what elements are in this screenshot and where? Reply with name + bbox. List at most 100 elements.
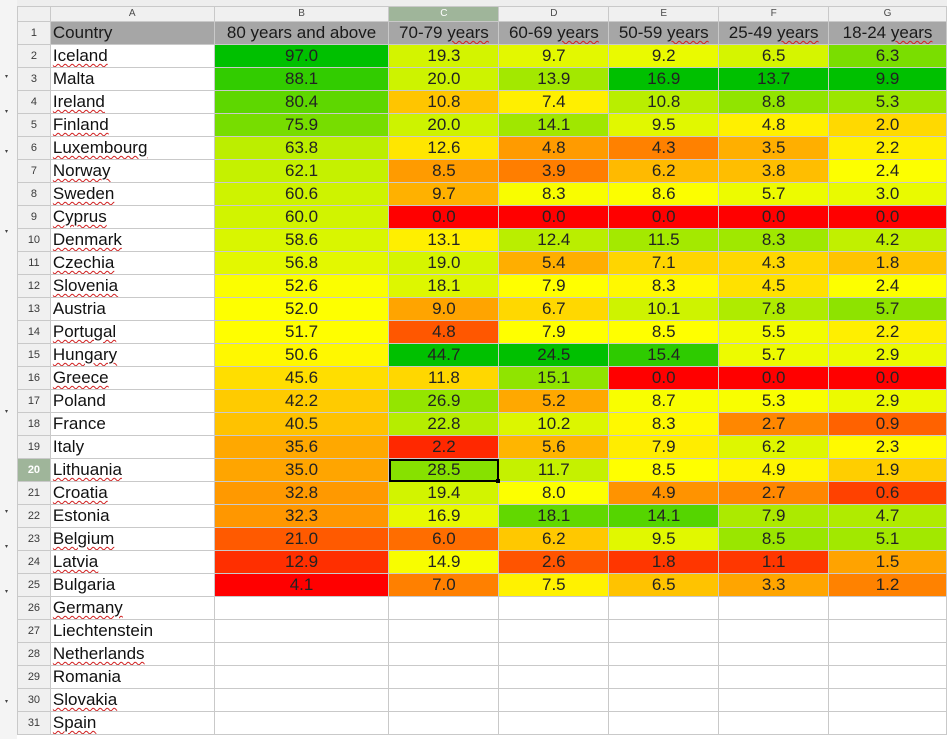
value-cell-d[interactable]: 24.5 (498, 343, 610, 367)
value-cell-c[interactable] (388, 596, 500, 620)
row-header-24[interactable]: 24 (17, 550, 51, 574)
value-cell-d[interactable]: 14.1 (498, 113, 610, 137)
value-cell-f[interactable]: 0.0 (718, 205, 830, 229)
value-cell-c[interactable]: 11.8 (388, 366, 500, 390)
value-cell-e[interactable]: 8.7 (608, 389, 720, 413)
value-cell-b[interactable]: 58.6 (213, 228, 390, 252)
select-all-corner[interactable] (17, 6, 51, 22)
value-cell-b[interactable]: 35.0 (213, 458, 390, 482)
value-cell-f[interactable]: 5.7 (718, 182, 830, 206)
value-cell-f[interactable]: 3.5 (718, 136, 830, 160)
value-cell-c[interactable]: 18.1 (388, 274, 500, 298)
value-cell-c[interactable]: 22.8 (388, 412, 500, 436)
country-cell[interactable]: Netherlands (49, 642, 215, 666)
row-header-5[interactable]: 5 (17, 113, 51, 137)
header-cell-c[interactable]: 70-79 years (388, 21, 500, 45)
value-cell-b[interactable] (213, 688, 390, 712)
value-cell-b[interactable]: 40.5 (213, 412, 390, 436)
header-cell-d[interactable]: 60-69 years (498, 21, 610, 45)
country-cell[interactable]: Sweden (49, 182, 215, 206)
value-cell-e[interactable]: 9.2 (608, 44, 720, 68)
row-header-11[interactable]: 11 (17, 251, 51, 275)
value-cell-e[interactable] (608, 596, 720, 620)
panel-arrow-icon[interactable]: ▾ (5, 699, 9, 705)
panel-arrow-icon[interactable]: ▾ (5, 109, 9, 115)
value-cell-d[interactable]: 8.0 (498, 481, 610, 505)
panel-arrow-icon[interactable]: ▾ (5, 74, 9, 80)
value-cell-f[interactable]: 6.5 (718, 44, 830, 68)
header-cell-e[interactable]: 50-59 years (608, 21, 720, 45)
value-cell-f[interactable]: 7.8 (718, 297, 830, 321)
country-cell[interactable]: Hungary (49, 343, 215, 367)
value-cell-c[interactable]: 7.0 (388, 573, 500, 597)
value-cell-f[interactable]: 2.7 (718, 481, 830, 505)
value-cell-e[interactable]: 11.5 (608, 228, 720, 252)
value-cell-c[interactable]: 9.7 (388, 182, 500, 206)
value-cell-f[interactable]: 6.2 (718, 435, 830, 459)
row-header-7[interactable]: 7 (17, 159, 51, 183)
row-header-30[interactable]: 30 (17, 688, 51, 712)
value-cell-g[interactable]: 0.6 (828, 481, 947, 505)
value-cell-d[interactable]: 12.4 (498, 228, 610, 252)
value-cell-d[interactable]: 8.3 (498, 182, 610, 206)
value-cell-d[interactable] (498, 596, 610, 620)
value-cell-b[interactable]: 75.9 (213, 113, 390, 137)
value-cell-c[interactable]: 12.6 (388, 136, 500, 160)
value-cell-e[interactable]: 8.3 (608, 274, 720, 298)
value-cell-e[interactable]: 7.9 (608, 435, 720, 459)
value-cell-e[interactable]: 9.5 (608, 527, 720, 551)
value-cell-g[interactable]: 1.8 (828, 251, 947, 275)
column-header-c[interactable]: C (388, 6, 500, 22)
value-cell-f[interactable]: 7.9 (718, 504, 830, 528)
country-cell[interactable]: Malta (49, 67, 215, 91)
value-cell-e[interactable]: 8.3 (608, 412, 720, 436)
value-cell-g[interactable]: 2.9 (828, 389, 947, 413)
panel-arrow-icon[interactable]: ▾ (5, 509, 9, 515)
value-cell-c[interactable]: 20.0 (388, 113, 500, 137)
country-cell[interactable]: Lithuania (49, 458, 215, 482)
country-cell[interactable]: Estonia (49, 504, 215, 528)
value-cell-b[interactable]: 51.7 (213, 320, 390, 344)
value-cell-g[interactable]: 1.5 (828, 550, 947, 574)
column-header-a[interactable]: A (49, 6, 215, 22)
country-cell[interactable]: Spain (49, 711, 215, 735)
value-cell-d[interactable]: 15.1 (498, 366, 610, 390)
country-cell[interactable]: Belgium (49, 527, 215, 551)
value-cell-d[interactable]: 13.9 (498, 67, 610, 91)
value-cell-d[interactable]: 11.7 (498, 458, 610, 482)
value-cell-e[interactable]: 6.2 (608, 159, 720, 183)
country-cell[interactable]: Iceland (49, 44, 215, 68)
country-cell[interactable]: Romania (49, 665, 215, 689)
value-cell-f[interactable]: 5.3 (718, 389, 830, 413)
value-cell-f[interactable] (718, 642, 830, 666)
value-cell-d[interactable]: 6.7 (498, 297, 610, 321)
value-cell-f[interactable]: 5.7 (718, 343, 830, 367)
value-cell-c[interactable]: 26.9 (388, 389, 500, 413)
value-cell-e[interactable]: 8.5 (608, 320, 720, 344)
value-cell-f[interactable]: 2.7 (718, 412, 830, 436)
country-cell[interactable]: Portugal (49, 320, 215, 344)
value-cell-b[interactable]: 21.0 (213, 527, 390, 551)
value-cell-g[interactable]: 5.3 (828, 90, 947, 114)
value-cell-g[interactable]: 3.0 (828, 182, 947, 206)
value-cell-b[interactable]: 52.6 (213, 274, 390, 298)
header-cell-f[interactable]: 25-49 years (718, 21, 830, 45)
value-cell-e[interactable] (608, 688, 720, 712)
value-cell-g[interactable]: 1.2 (828, 573, 947, 597)
value-cell-b[interactable]: 52.0 (213, 297, 390, 321)
value-cell-d[interactable]: 3.9 (498, 159, 610, 183)
value-cell-b[interactable]: 42.2 (213, 389, 390, 413)
value-cell-c[interactable]: 13.1 (388, 228, 500, 252)
value-cell-e[interactable]: 10.1 (608, 297, 720, 321)
value-cell-f[interactable] (718, 665, 830, 689)
value-cell-f[interactable] (718, 596, 830, 620)
country-cell[interactable]: Norway (49, 159, 215, 183)
value-cell-b[interactable]: 32.8 (213, 481, 390, 505)
row-header-27[interactable]: 27 (17, 619, 51, 643)
value-cell-d[interactable] (498, 665, 610, 689)
row-header-4[interactable]: 4 (17, 90, 51, 114)
value-cell-b[interactable] (213, 665, 390, 689)
value-cell-b[interactable]: 60.6 (213, 182, 390, 206)
row-header-20[interactable]: 20 (17, 458, 51, 482)
value-cell-c[interactable] (388, 619, 500, 643)
